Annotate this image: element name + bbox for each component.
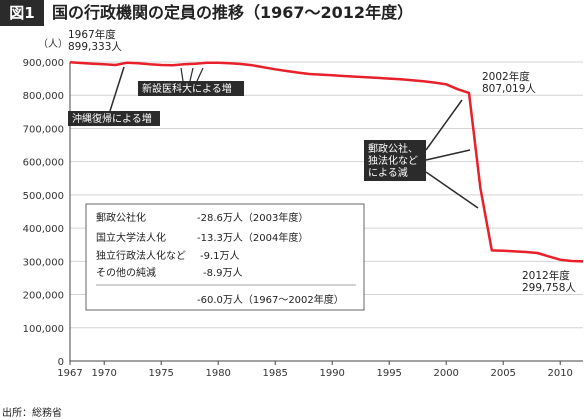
chart-title: 国の行政機関の定員の推移（1967〜2012年度） [52,3,414,22]
callout-okinawa-text: 沖縄復帰による増 [72,112,152,125]
x-tick-label: 2000 [433,368,458,379]
y-tick-label: 800,000 [23,91,64,102]
annotation-2012-year: 2012年度 [522,269,570,282]
y-tick-labels: 0 100,000 200,000 300,000 400,000 500,000 600,… [23,58,64,368]
y-tick-label: 200,000 [23,291,64,302]
breakdown-label-2: 国立大学法人化 [96,231,166,244]
breakdown-total: -60.0万人（1967〜2002年度） [197,293,344,306]
breakdown-box: 郵政公社化 -28.6万人（2003年度） 国立大学法人化 -13.3万人（20… [85,203,365,311]
annotation-start-value: 899,333人 [68,41,122,53]
x-tick-label: 1990 [319,368,344,379]
callout-postal-line1: 郵政公社、 [368,142,418,155]
annotation-2012-value: 299,758人 [522,282,576,294]
x-tick-label: 1995 [376,368,401,379]
figure-number-badge: 図1 [0,0,44,26]
breakdown-value-3: -9.1万人 [200,250,240,262]
breakdown-label-1: 郵政公社化 [96,211,146,224]
breakdown-value-4: -8.9万人 [203,267,243,279]
x-tick-label: 1980 [205,368,230,379]
x-tick-label: 2010 [547,368,572,379]
breakdown-label-4: その他の純減 [96,266,156,279]
y-axis-unit-label: （人） [38,38,68,50]
y-tick-label: 600,000 [23,158,64,169]
x-tick-label: 1975 [148,368,173,379]
y-tick-label: 400,000 [23,224,64,235]
annotation-2002-value: 807,019人 [482,83,536,95]
breakdown-value-1: -28.6万人（2003年度） [197,211,308,224]
breakdown-label-3: 独立行政法人化など [96,249,186,262]
source-note: 出所：総務省 [2,408,62,419]
y-tick-label: 100,000 [23,324,64,335]
breakdown-value-2: -13.3万人（2004年度） [197,231,308,244]
y-tick-label: 300,000 [23,257,64,268]
x-tick-label: 1970 [91,368,116,379]
x-tick-label: 2005 [490,368,515,379]
y-tick-label: 0 [58,357,64,368]
callout-postal-line3: による減 [368,166,408,179]
series-line-staff-count [69,60,584,263]
y-tick-label: 900,000 [23,58,64,69]
y-tick-label: 500,000 [23,191,64,202]
callout-new-medical-univ-text: 新設医科大による増 [142,82,232,95]
annotation-start-year: 1967年度 [68,28,116,41]
callout-postal-privatization: 郵政公社、 独法化など による減 [364,99,479,209]
annotation-2002-year: 2002年度 [482,70,530,83]
callout-postal-line2: 独法化など [368,154,418,167]
callout-okinawa: 沖縄復帰による増 [68,66,160,126]
y-tick-label: 700,000 [23,124,64,135]
callout-new-medical-univ: 新設医科大による増 [138,67,244,96]
x-tick-label: 1967 [57,368,82,379]
x-tick-label: 1985 [262,368,287,379]
x-tick-labels: 1967 1970 1975 1980 1985 1990 1995 2000 2005 2010 [57,368,573,379]
